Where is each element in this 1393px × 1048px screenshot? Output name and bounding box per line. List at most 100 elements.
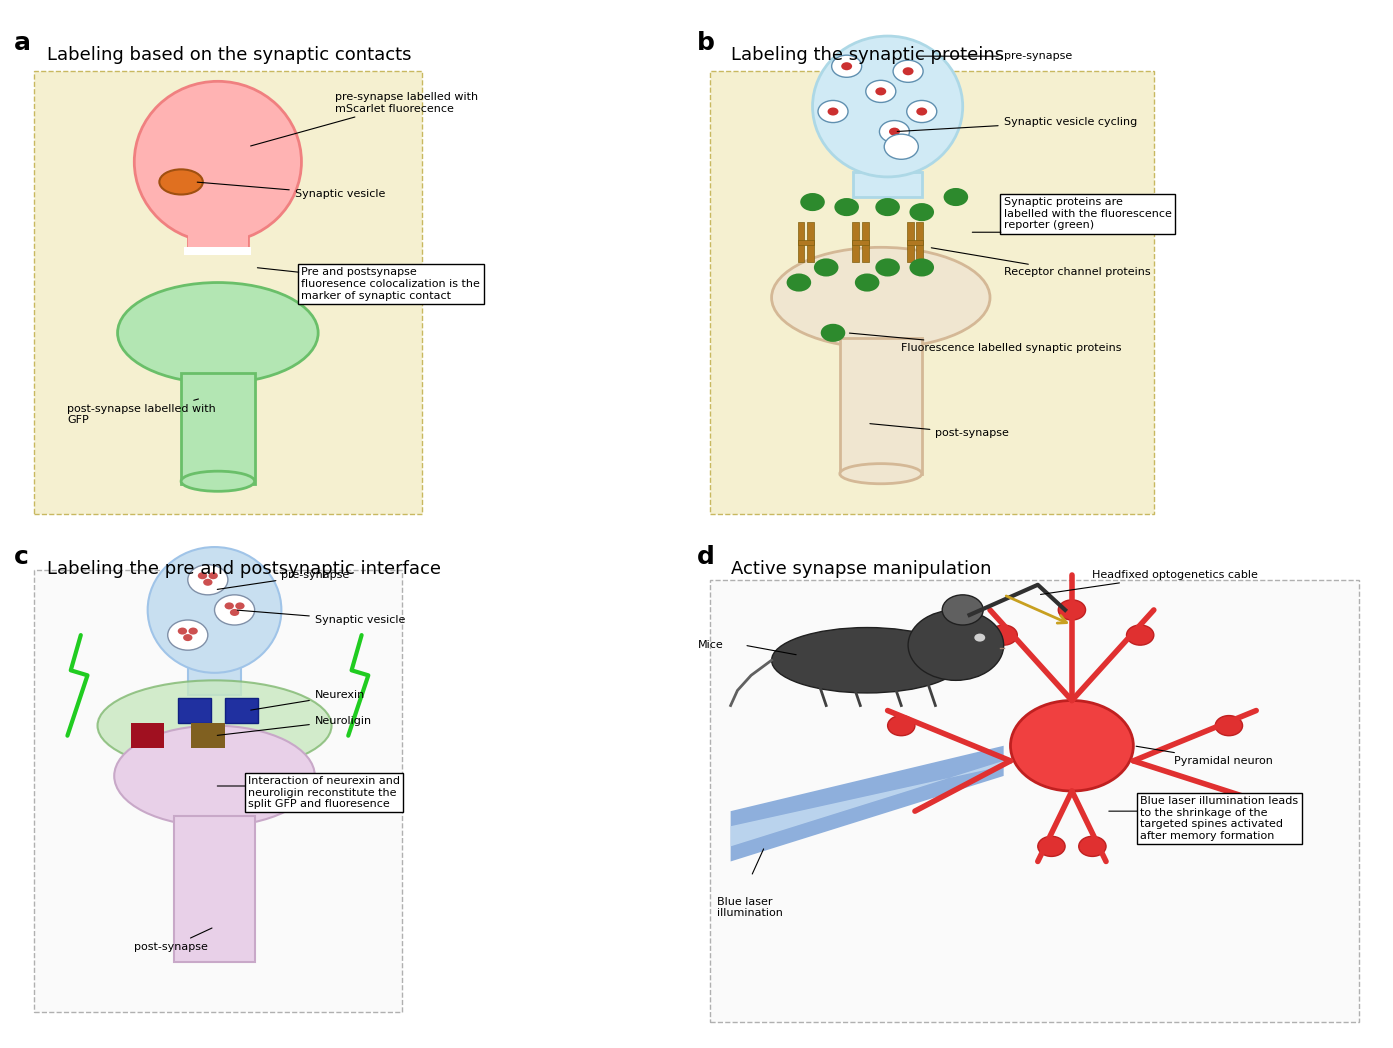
- Text: pre-synapse: pre-synapse: [217, 570, 350, 589]
- Text: Headfixed optogenetics cable: Headfixed optogenetics cable: [1041, 570, 1258, 594]
- Circle shape: [910, 203, 935, 221]
- Text: Receptor channel proteins: Receptor channel proteins: [932, 247, 1151, 278]
- Polygon shape: [178, 698, 212, 723]
- Text: pre-synapse labelled with
mScarlet fluorecence: pre-synapse labelled with mScarlet fluor…: [251, 92, 478, 146]
- Text: Synaptic proteins are
labelled with the fluorescence
reporter (green): Synaptic proteins are labelled with the …: [1003, 197, 1172, 231]
- Circle shape: [887, 716, 915, 736]
- Ellipse shape: [114, 725, 315, 826]
- Circle shape: [167, 620, 208, 650]
- Polygon shape: [917, 222, 924, 262]
- Circle shape: [1127, 625, 1153, 646]
- Circle shape: [834, 198, 859, 216]
- Text: Neurexin: Neurexin: [251, 691, 365, 711]
- Circle shape: [875, 198, 900, 216]
- Circle shape: [903, 67, 914, 75]
- Circle shape: [230, 609, 240, 616]
- Polygon shape: [184, 247, 251, 255]
- Text: post-synapse: post-synapse: [134, 929, 212, 952]
- Circle shape: [182, 634, 192, 641]
- Circle shape: [1215, 716, 1243, 736]
- Text: post-synapse labelled with
GFP: post-synapse labelled with GFP: [67, 399, 216, 425]
- Text: Labeling based on the synaptic contacts: Labeling based on the synaptic contacts: [47, 46, 412, 64]
- Ellipse shape: [772, 628, 963, 693]
- Circle shape: [1038, 836, 1066, 856]
- Text: Blue laser illumination leads
to the shrinkage of the
targeted spines activated
: Blue laser illumination leads to the shr…: [1139, 796, 1298, 840]
- Ellipse shape: [772, 247, 990, 348]
- Polygon shape: [188, 222, 248, 253]
- Text: Mice: Mice: [698, 640, 724, 650]
- Text: d: d: [696, 545, 715, 569]
- Circle shape: [1010, 700, 1134, 791]
- Circle shape: [841, 62, 853, 70]
- Polygon shape: [181, 373, 255, 484]
- FancyBboxPatch shape: [710, 71, 1153, 514]
- Circle shape: [787, 274, 811, 291]
- Circle shape: [178, 628, 187, 635]
- Polygon shape: [907, 222, 914, 262]
- Circle shape: [879, 121, 910, 143]
- Circle shape: [875, 87, 886, 95]
- Circle shape: [908, 610, 1003, 680]
- Circle shape: [974, 634, 985, 641]
- Text: Pyramidal neuron: Pyramidal neuron: [1137, 746, 1273, 766]
- Circle shape: [814, 259, 839, 277]
- Text: Labeling the synaptic proteins: Labeling the synaptic proteins: [731, 46, 1004, 64]
- Text: Labeling the pre and postsynaptic interface: Labeling the pre and postsynaptic interf…: [47, 560, 442, 577]
- Polygon shape: [798, 240, 814, 245]
- Text: b: b: [696, 31, 715, 56]
- Circle shape: [820, 324, 846, 342]
- Polygon shape: [807, 222, 814, 262]
- Circle shape: [893, 60, 924, 83]
- Ellipse shape: [98, 680, 332, 771]
- Circle shape: [917, 108, 928, 115]
- Circle shape: [188, 565, 228, 595]
- Circle shape: [203, 578, 213, 586]
- Polygon shape: [862, 222, 868, 262]
- Circle shape: [855, 274, 879, 291]
- Circle shape: [942, 595, 983, 625]
- Text: Neuroligin: Neuroligin: [217, 716, 372, 736]
- Text: Pre and postsynapse
fluoresence colocalization is the
marker of synaptic contact: Pre and postsynapse fluoresence colocali…: [301, 267, 481, 301]
- Ellipse shape: [181, 472, 255, 492]
- Circle shape: [827, 108, 839, 115]
- Circle shape: [990, 625, 1017, 646]
- Circle shape: [198, 572, 208, 580]
- Circle shape: [1078, 836, 1106, 856]
- Ellipse shape: [134, 82, 301, 242]
- Text: a: a: [14, 31, 31, 56]
- Text: Synaptic vesicle cycling: Synaptic vesicle cycling: [897, 116, 1137, 131]
- Circle shape: [215, 595, 255, 625]
- Ellipse shape: [812, 36, 963, 177]
- Text: c: c: [14, 545, 29, 569]
- Ellipse shape: [117, 283, 318, 384]
- Polygon shape: [131, 723, 164, 748]
- Polygon shape: [224, 698, 258, 723]
- Circle shape: [209, 572, 217, 580]
- Circle shape: [832, 56, 862, 78]
- Circle shape: [818, 101, 848, 123]
- Circle shape: [866, 81, 896, 103]
- Polygon shape: [731, 746, 1003, 861]
- Ellipse shape: [148, 547, 281, 673]
- Circle shape: [943, 188, 968, 206]
- FancyBboxPatch shape: [188, 192, 248, 253]
- Ellipse shape: [840, 463, 922, 484]
- Polygon shape: [853, 222, 859, 262]
- FancyBboxPatch shape: [33, 71, 422, 514]
- Circle shape: [889, 128, 900, 135]
- Polygon shape: [174, 816, 255, 962]
- Polygon shape: [731, 761, 1003, 847]
- Circle shape: [1059, 599, 1085, 620]
- Polygon shape: [798, 222, 804, 262]
- Polygon shape: [853, 240, 868, 245]
- FancyBboxPatch shape: [710, 580, 1358, 1023]
- Text: Blue laser
illumination: Blue laser illumination: [717, 897, 783, 918]
- Circle shape: [910, 259, 935, 277]
- Circle shape: [800, 193, 825, 211]
- Polygon shape: [907, 240, 924, 245]
- FancyBboxPatch shape: [33, 570, 401, 1012]
- Text: post-synapse: post-synapse: [869, 423, 1010, 438]
- Text: Synaptic vesicle: Synaptic vesicle: [237, 610, 405, 625]
- Text: Active synapse manipulation: Active synapse manipulation: [731, 560, 992, 577]
- Circle shape: [907, 101, 936, 123]
